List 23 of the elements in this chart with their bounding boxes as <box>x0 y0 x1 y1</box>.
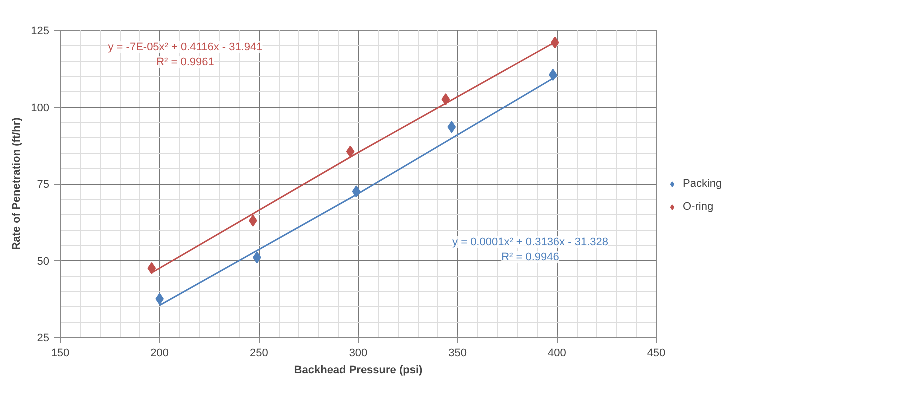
y-tick-label: 125 <box>31 26 50 38</box>
point <box>148 262 156 274</box>
x-tick-label: 200 <box>150 348 170 360</box>
y-tick-label: 50 <box>37 256 50 268</box>
point <box>346 146 355 158</box>
point <box>448 121 456 134</box>
x-tick-label: 350 <box>448 348 468 360</box>
x-tick-label: 250 <box>250 348 268 360</box>
x-tick-label: 300 <box>349 348 368 360</box>
y-tick-label: 100 <box>31 102 50 114</box>
legend-label: O-ring <box>683 201 714 213</box>
annotation: R² = 0.9961 <box>156 56 214 68</box>
annotation: y = 0.0001x² + 0.3136x - 31.328 <box>452 236 608 248</box>
x-tick-label: 400 <box>548 348 566 360</box>
y-tick-label: 75 <box>37 179 50 191</box>
legend-label: Packing <box>683 178 722 190</box>
annotation: R² = 0.9946 <box>502 252 560 264</box>
x-tick-label: 150 <box>51 348 70 360</box>
y-axis-title: Rate of Penetration (ft/hr) <box>11 117 24 250</box>
y-tick-label: 25 <box>37 332 50 344</box>
x-axis-title: Backhead Pressure (psi) <box>294 364 424 376</box>
x-tick-label: 450 <box>647 348 666 360</box>
annotation: y = -7E-05x² + 0.4116x - 31.941 <box>108 42 263 54</box>
